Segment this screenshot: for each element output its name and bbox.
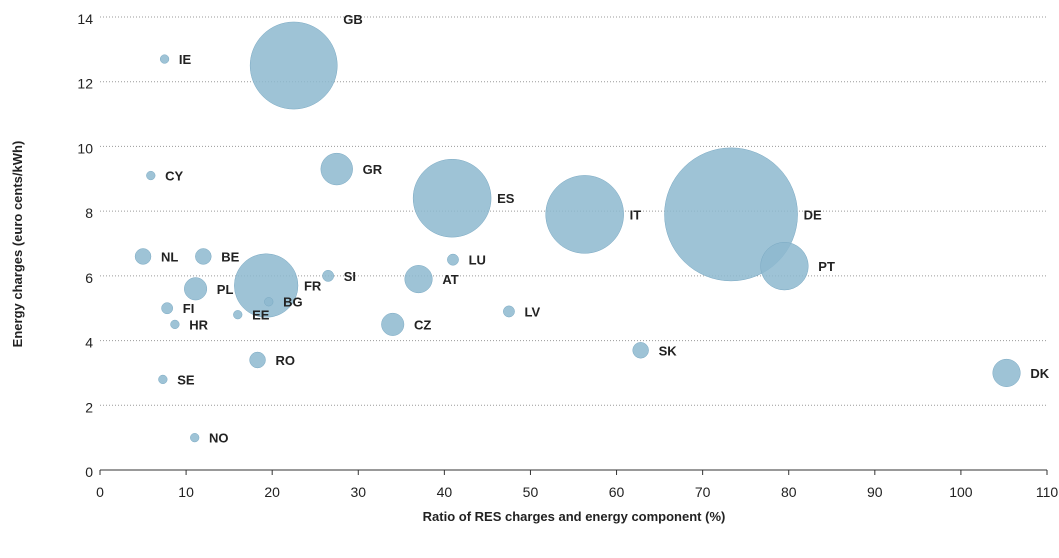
bubble-label-se: SE: [177, 372, 195, 387]
y-tick-label: 10: [77, 140, 93, 156]
bubble-fi: [161, 302, 174, 315]
x-tick-label: 60: [609, 484, 625, 500]
x-tick-label: 40: [437, 484, 453, 500]
bubble-label-be: BE: [221, 249, 239, 264]
bubble-label-gb: GB: [343, 12, 363, 27]
bubble-nl: [134, 248, 152, 265]
y-axis-title: Energy charges (euro cents/kWh): [10, 141, 25, 348]
bubble-gr: [320, 152, 353, 186]
y-tick-label: 12: [77, 76, 93, 92]
x-tick-label: 10: [178, 484, 194, 500]
gridlines: [100, 16, 1047, 406]
bubble-label-nl: NL: [161, 249, 178, 264]
bubble-labels: IE GB CY GR ES IT DE NL BE LU PT SI AT FR PL BG FI EE LV HR…: [161, 12, 1050, 446]
bubble-at: [404, 265, 433, 294]
bubble-no: [190, 433, 200, 443]
bubble-label-cy: CY: [165, 169, 183, 184]
bubble-label-fi: FI: [183, 301, 195, 316]
y-tick-label: 14: [77, 11, 93, 27]
bubble-fr: [234, 253, 299, 318]
bubble-lv: [503, 305, 515, 318]
bubble-label-pt: PT: [818, 259, 835, 274]
x-tick-label: 20: [264, 484, 280, 500]
x-tick-label: 100: [949, 484, 973, 500]
bubble-pt: [760, 242, 809, 291]
y-tick-label: 0: [85, 464, 93, 480]
x-tick-label: 30: [350, 484, 366, 500]
x-tick-label: 90: [867, 484, 883, 500]
bubble-sk: [632, 342, 649, 359]
bubble-label-cz: CZ: [414, 317, 431, 332]
y-tick-label: 6: [85, 270, 93, 286]
bubble-bg: [264, 297, 274, 307]
bubble-lu: [447, 253, 459, 266]
bubble-si: [322, 269, 335, 282]
bubble-es: [412, 158, 492, 238]
bubble-dk: [992, 358, 1021, 387]
bubble-ee: [233, 310, 243, 320]
bubble-label-lu: LU: [469, 253, 486, 268]
x-tick-label: 70: [695, 484, 711, 500]
bubble-label-si: SI: [344, 269, 356, 284]
x-axis-ticks: 0 10 20 30 40 50 60 70 80 90 100 110: [96, 470, 1058, 500]
bubble-label-hr: HR: [189, 317, 208, 332]
bubble-label-dk: DK: [1030, 366, 1049, 381]
x-axis-title: Ratio of RES charges and energy componen…: [423, 509, 726, 524]
bubble-hr: [170, 319, 180, 329]
bubble-cz: [381, 312, 405, 336]
y-tick-label: 8: [85, 205, 93, 221]
bubble-label-ee: EE: [252, 308, 270, 323]
bubble-label-sk: SK: [659, 343, 678, 358]
bubble-ie: [159, 54, 170, 64]
bubble-label-fr: FR: [304, 279, 322, 294]
bubble-label-lv: LV: [525, 304, 541, 319]
bubble-label-ro: RO: [276, 353, 296, 368]
bubble-label-ie: IE: [179, 52, 192, 67]
bubble-ro: [249, 351, 266, 369]
bubble-it: [545, 175, 624, 254]
bubble-label-es: ES: [497, 191, 515, 206]
bubble-gb: [249, 21, 338, 110]
bubble-de: [664, 147, 798, 282]
x-tick-label: 110: [1036, 484, 1059, 500]
y-axis-ticks: 0 2 4 6 8 10 12 14: [77, 11, 93, 480]
x-tick-label: 80: [781, 484, 797, 500]
bubble-se: [158, 374, 168, 385]
x-tick-label: 0: [96, 484, 104, 500]
y-tick-label: 2: [85, 399, 93, 415]
bubble-label-gr: GR: [363, 162, 383, 177]
y-tick-label: 4: [85, 335, 93, 351]
x-tick-label: 50: [523, 484, 539, 500]
bubble-cy: [146, 170, 156, 181]
bubble-label-no: NO: [209, 431, 229, 446]
bubble-label-pl: PL: [217, 282, 234, 297]
bubble-be: [195, 248, 212, 265]
bubble-label-at: AT: [442, 272, 458, 287]
bubble-pl: [184, 277, 208, 301]
bubble-label-bg: BG: [283, 295, 303, 310]
bubble-label-it: IT: [630, 207, 642, 222]
bubbles: [134, 21, 1021, 443]
bubble-label-de: DE: [804, 207, 822, 222]
